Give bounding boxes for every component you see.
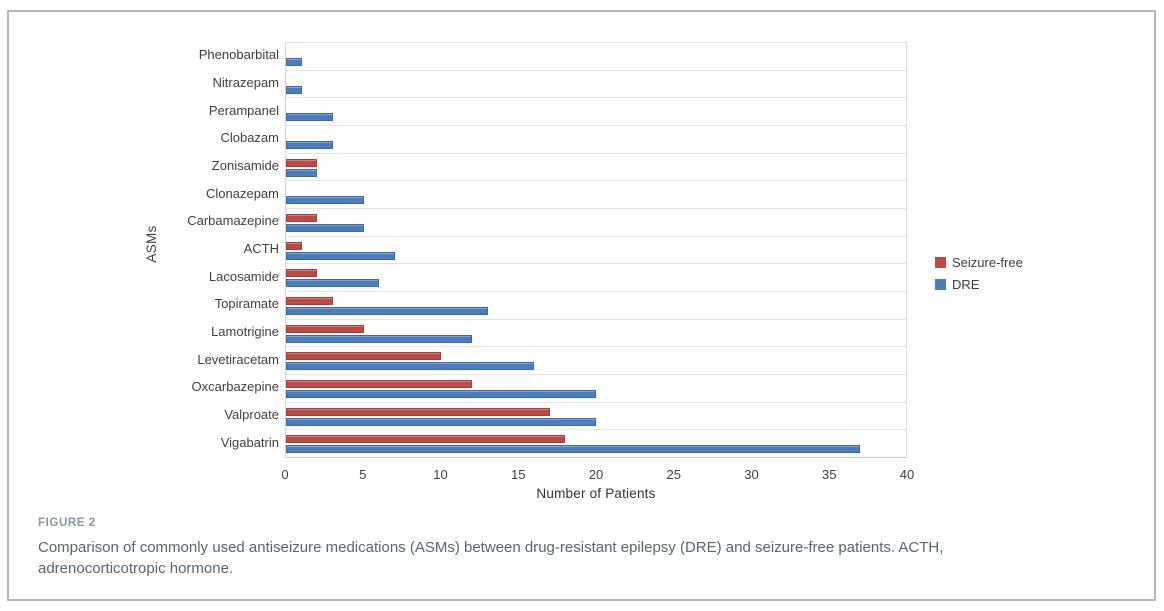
plot-area [285,42,907,458]
category-label-nitrazepam: Nitrazepam [212,75,279,90]
legend-label: DRE [952,277,980,292]
category-gridline [286,235,906,237]
plot-row-valproate [286,402,906,430]
figure-caption-block: FIGURE 2 Comparison of commonly used ant… [38,517,1068,579]
legend-swatch-icon [935,279,946,290]
category-gridline [286,318,906,320]
plot-row-lamotrigine [286,319,906,347]
plot-row-topiramate [286,291,906,319]
x-tick-0: 0 [281,467,289,482]
figure-label: FIGURE 2 [38,517,96,529]
plot-row-perampanel [286,97,906,125]
legend-item-seizure-free: Seizure-free [935,255,1023,270]
category-label-acth: ACTH [243,241,279,257]
bar-dre-acth [286,251,395,260]
category-label-valproate: Valproate [224,407,279,423]
plot-row-zonisamide [286,153,906,181]
x-tick-30: 30 [744,467,759,482]
bar-dre-oxcarbazepine [286,390,596,398]
bar-dre-lamotrigine [286,334,472,343]
bar-seizure-free-topiramate [286,297,333,305]
bar-seizure-free-carbamazepine [286,214,317,222]
category-label-vigabatrin: Vigabatrin [220,434,279,450]
bar-dre-lacosamide [286,279,379,288]
legend-item-dre: DRE [935,277,1023,292]
legend-swatch-icon [935,257,946,268]
category-gridline [286,97,906,99]
bar-dre-levetiracetam [286,362,534,371]
x-tick-15: 15 [511,467,526,482]
x-axis-title: Number of Patients [536,486,656,501]
category-gridline [286,346,906,348]
x-tick-25: 25 [666,467,681,482]
category-gridline [286,152,906,154]
category-label-zonisamide: Zonisamide [211,158,279,174]
plot-row-phenobarbital [286,42,906,70]
x-axis-tick-labels: 0 5 10 15 20 25 30 35 40 [281,467,914,483]
legend-label: Seizure-free [952,255,1023,270]
plot-row-oxcarbazepine [286,374,906,402]
bar-seizure-free-levetiracetam [286,352,441,361]
category-label-clonazepam: Clonazepam [206,185,279,201]
y-axis-category-labels: Phenobarbital Nitrazepam Perampanel Clobaza… [105,42,279,457]
bar-seizure-free-vigabatrin [286,435,565,444]
x-tick-40: 40 [899,467,915,482]
bar-dre-perampanel [286,113,333,122]
figure-card: ASMs Phenobarbital Nitrazepam Perampanel Cl… [7,10,1156,601]
category-gridline [286,429,906,431]
plot-row-levetiracetam [286,346,906,374]
bar-seizure-free-acth [286,241,302,250]
bar-dre-clonazepam [286,196,364,205]
category-gridline [286,180,906,182]
category-label-perampanel: Perampanel [208,102,279,118]
x-tick-5: 5 [359,467,367,482]
plot-row-carbamazepine [286,208,906,236]
category-label-lacosamide: Lacosamide [208,268,279,284]
x-axis-line [286,457,906,458]
bar-dre-topiramate [286,307,488,315]
category-gridline [286,291,906,292]
category-gridline [286,401,906,403]
plot-row-acth [286,236,906,264]
bar-dre-clobazam [286,141,333,149]
bar-dre-phenobarbital [286,58,302,66]
category-gridline [286,263,906,265]
bar-seizure-free-lamotrigine [286,324,364,333]
category-label-phenobarbital: Phenobarbital [198,47,279,63]
bar-seizure-free-lacosamide [286,269,317,278]
plot-row-clonazepam [286,180,906,208]
plot-row-lacosamide [286,263,906,291]
bar-seizure-free-oxcarbazepine [286,380,472,388]
category-label-levetiracetam: Levetiracetam [197,351,279,367]
bar-chart: ASMs Phenobarbital Nitrazepam Perampanel Cl… [9,12,1158,501]
x-tick-35: 35 [822,467,837,482]
category-gridline [286,125,906,126]
figure-caption-text: Comparison of commonly used antiseizure … [38,539,944,577]
category-label-topiramate: Topiramate [214,296,279,312]
category-label-lamotrigine: Lamotrigine [211,324,279,340]
plot-row-clobazam [286,125,906,153]
bar-dre-valproate [286,417,596,426]
bar-seizure-free-zonisamide [286,158,317,167]
category-label-clobazam: Clobazam [220,130,279,146]
bar-seizure-free-valproate [286,407,550,416]
category-gridline [286,208,906,209]
category-gridline [286,42,906,43]
bar-dre-carbamazepine [286,224,364,232]
plot-row-vigabatrin [286,429,906,457]
x-tick-20: 20 [588,467,604,482]
plot-row-nitrazepam [286,70,906,98]
legend: Seizure-free DRE [935,255,1023,292]
category-label-carbamazepine: Carbamazepine [187,213,279,229]
category-gridline [286,374,906,375]
x-tick-10: 10 [433,467,448,482]
bar-dre-vigabatrin [286,445,860,454]
category-label-oxcarbazepine: Oxcarbazepine [191,379,279,395]
bar-dre-zonisamide [286,168,317,177]
bar-dre-nitrazepam [286,85,302,94]
category-gridline [286,69,906,71]
